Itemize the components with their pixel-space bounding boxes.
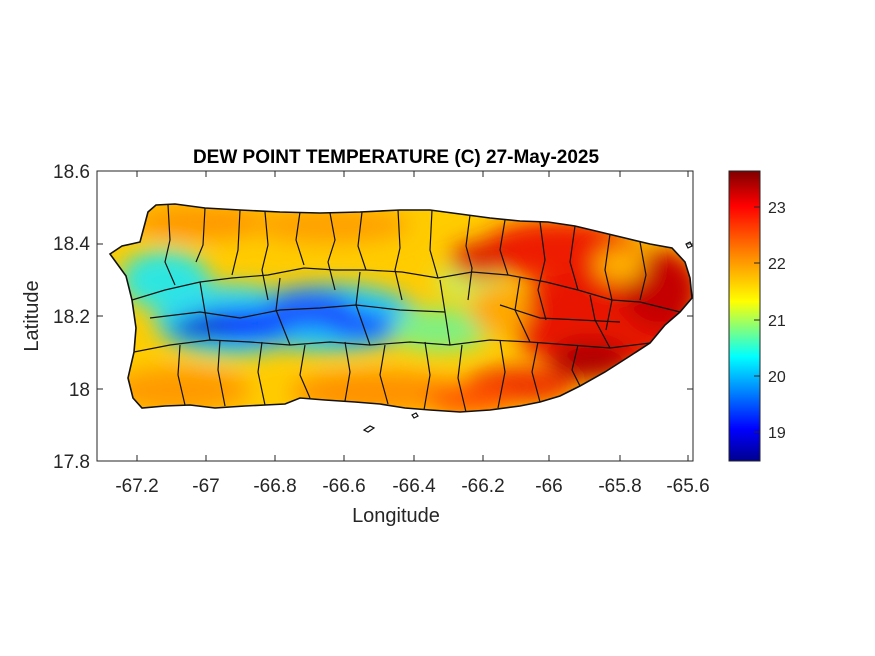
y-tick-marks: [97, 170, 693, 462]
y-tick-label: 17.8: [53, 452, 90, 473]
x-tick-label: -66.6: [322, 476, 365, 497]
x-tick-label: -66.2: [461, 476, 504, 497]
x-tick-label: -65.8: [598, 476, 641, 497]
municipality-boundaries: [131, 204, 681, 412]
x-tick-labels: -67.2 -67 -66.8 -66.6 -66.4 -66.2 -66 -6…: [115, 476, 709, 497]
x-axis-title: Longitude: [352, 505, 440, 527]
colorbar-tick-label: 22: [768, 256, 786, 273]
x-tick-label: -67.2: [115, 476, 158, 497]
colorbar-tick-marks: [754, 206, 760, 433]
y-tick-label: 18.2: [53, 307, 90, 328]
colorbar: 23 22 21 20 19: [728, 170, 786, 462]
y-tick-label: 18.4: [53, 234, 90, 255]
colorbar-tick-label: 19: [768, 425, 786, 442]
x-tick-label: -66: [535, 476, 562, 497]
x-tick-label: -67: [192, 476, 219, 497]
y-tick-labels: 18.6 18.4 18.2 18 17.8: [53, 162, 90, 473]
colorbar-tick-label: 20: [768, 369, 786, 386]
plot-title: DEW POINT TEMPERATURE (C) 27-May-2025: [193, 147, 600, 168]
y-axis-title: Latitude: [21, 280, 43, 351]
x-tick-marks: [136, 171, 689, 461]
map-axes: [96, 170, 694, 462]
x-tick-label: -66.4: [392, 476, 436, 497]
x-tick-label: -65.6: [666, 476, 709, 497]
small-islands: [362, 241, 693, 433]
y-tick-label: 18: [69, 380, 90, 401]
y-tick-label: 18.6: [53, 162, 90, 183]
colorbar-tick-label: 23: [768, 200, 786, 217]
colorbar-tick-label: 21: [768, 313, 786, 330]
colorbar-gradient: [728, 170, 761, 462]
x-tick-label: -66.8: [253, 476, 296, 497]
